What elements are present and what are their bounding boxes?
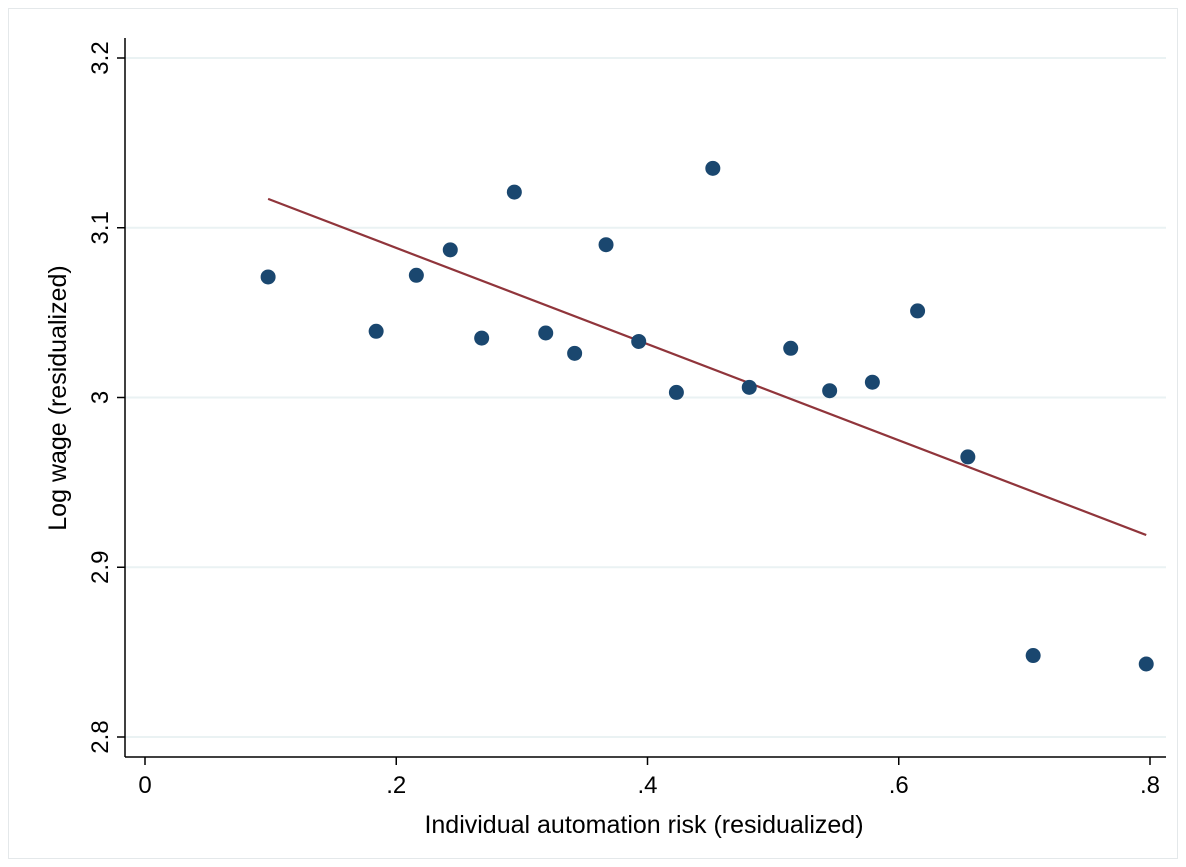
scatter-point-12 [741, 379, 757, 395]
scatter-point-19 [1138, 656, 1154, 672]
scatter-point-7 [567, 345, 583, 361]
scatter-point-6 [538, 325, 554, 341]
y-tick-label-3: 3.1 [87, 211, 114, 244]
x-tick-label-4: .8 [1140, 772, 1160, 799]
x-tick-label-1: .2 [386, 772, 406, 799]
scatter-point-10 [668, 384, 684, 400]
scatter-point-4 [474, 330, 490, 346]
scatter-point-17 [960, 449, 976, 465]
y-tick-label-0: 2.8 [87, 720, 114, 753]
fit-line-group [267, 197, 1147, 537]
y-axis-title: Log wage (residualized) [44, 265, 72, 530]
scatter-point-13 [783, 340, 799, 356]
y-tick-label-2: 3 [87, 391, 114, 404]
y-tick-label-1: 2.9 [87, 551, 114, 584]
scatter-point-16 [910, 303, 926, 319]
scatter-point-5 [506, 184, 522, 200]
x-tick-label-0: 0 [138, 772, 151, 799]
grid-lines [125, 57, 1166, 738]
ticks: 2.8 2.9 3 3.1 3.2 0 .2 .4 .6 .8 [87, 41, 1160, 799]
x-axis-title: Individual automation risk (residualized… [424, 811, 863, 839]
points-group [260, 160, 1154, 672]
fit-line [267, 197, 1147, 537]
scatter-point-8 [598, 237, 614, 253]
x-tick-label-2: .4 [637, 772, 657, 799]
x-tick-label-3: .6 [889, 772, 909, 799]
scatter-point-0 [260, 269, 276, 285]
scatter-point-1 [368, 323, 384, 339]
scatter-point-11 [705, 160, 721, 176]
scatter-point-9 [631, 333, 647, 349]
scatter-point-2 [408, 267, 424, 283]
scatter-point-18 [1025, 648, 1041, 664]
scatter-point-14 [822, 383, 838, 399]
plot-region-border [8, 8, 1178, 859]
y-tick-label-4: 3.2 [87, 41, 114, 74]
scatter-point-15 [864, 374, 880, 390]
scatter-point-3 [442, 242, 458, 258]
